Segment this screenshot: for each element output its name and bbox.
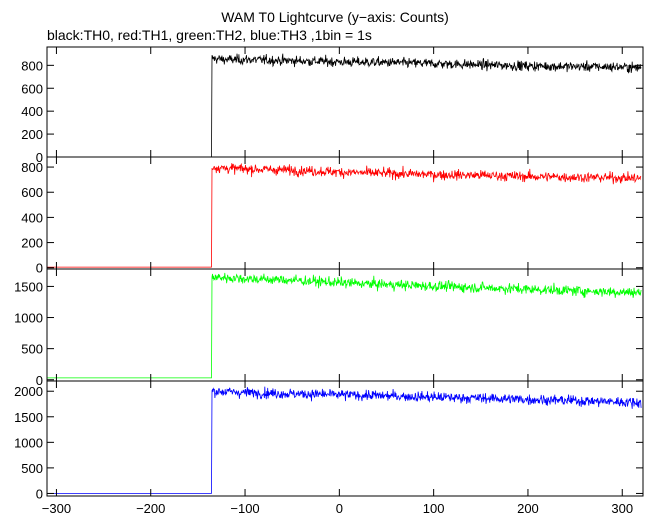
y-tick-label: 500 <box>21 342 43 357</box>
y-tick-label: 400 <box>21 210 43 225</box>
y-tick-label: 0 <box>36 486 43 501</box>
y-tick-label: 0 <box>36 261 43 276</box>
y-tick-label: 2000 <box>14 384 43 399</box>
x-tick-label: 200 <box>517 501 539 515</box>
x-tick-label: 300 <box>611 501 633 515</box>
y-tick-label: 1500 <box>14 279 43 294</box>
panel-th1: 0 200 400 600 800 <box>21 156 644 276</box>
y-tick-label: 200 <box>21 236 43 251</box>
y-tick-label: 0 <box>36 373 43 388</box>
y-tick-label: 600 <box>21 81 43 96</box>
x-tick-label: −200 <box>136 501 165 515</box>
series-line-th3 <box>47 386 642 494</box>
panel-th0: 0 200 400 600 800 <box>21 46 644 165</box>
series-line-th2 <box>47 272 642 379</box>
x-tick-label: 100 <box>423 501 445 515</box>
chart-subtitle: black:TH0, red:TH1, green:TH2, blue:TH3 … <box>47 27 372 43</box>
y-tick-label: 600 <box>21 185 43 200</box>
x-tick-label: −100 <box>230 501 259 515</box>
x-tick-label: −300 <box>42 501 71 515</box>
y-tick-label: 1000 <box>14 435 43 450</box>
panel-th3: 0 500 1000 1500 2000 −300 −200 −100 0 100 200 300 <box>14 380 644 515</box>
y-tick-label: 800 <box>21 160 43 175</box>
series-line-th1 <box>47 162 642 268</box>
y-tick-label: 1000 <box>14 311 43 326</box>
series-line-th0 <box>47 53 642 158</box>
y-tick-label: 200 <box>21 127 43 142</box>
y-tick-label: 800 <box>21 58 43 73</box>
y-tick-label: 500 <box>21 461 43 476</box>
y-tick-label: 1500 <box>14 410 43 425</box>
y-tick-label: 400 <box>21 104 43 119</box>
chart-panels: 0200400600800020040060080005001000150005… <box>14 46 644 515</box>
x-tick-label: 0 <box>336 501 343 515</box>
panel-th2: 0 500 1000 1500 <box>14 268 644 388</box>
chart-title: WAM T0 Lightcurve (y−axis: Counts) <box>221 9 449 25</box>
y-tick-label: 0 <box>36 150 43 165</box>
panel-frame <box>46 380 644 497</box>
